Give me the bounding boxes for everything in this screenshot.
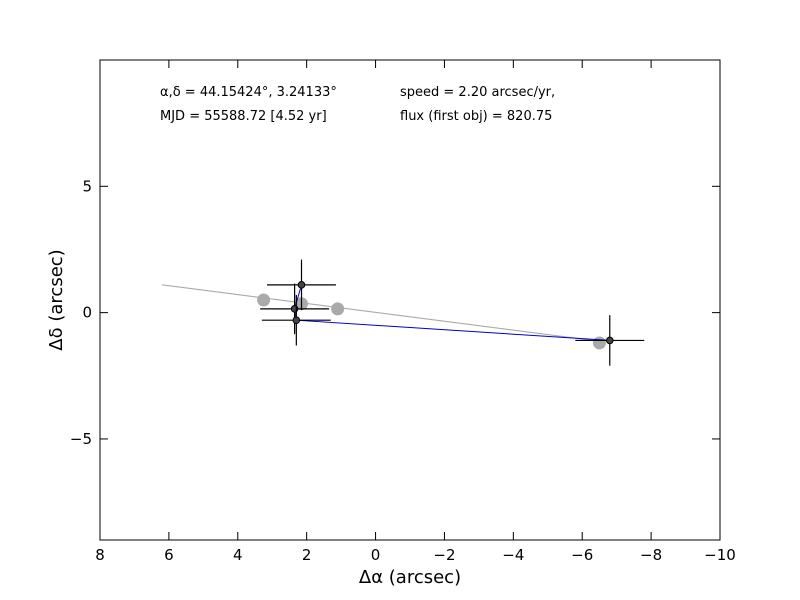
x-axis-label: Δα (arcsec) xyxy=(359,567,461,588)
x-tick-label: 6 xyxy=(164,546,174,564)
x-tick-label: −8 xyxy=(640,546,662,564)
x-tick-label: −10 xyxy=(704,546,736,564)
x-tick-label: 0 xyxy=(371,546,381,564)
fit-line xyxy=(161,284,603,343)
y-tick-label: 5 xyxy=(82,177,92,195)
y-axis-label: Δδ (arcsec) xyxy=(46,249,67,350)
annotation-speed: speed = 2.20 arcsec/yr, xyxy=(400,85,555,100)
plot-frame xyxy=(99,59,721,541)
model-point xyxy=(257,293,271,307)
y-tick-label: −5 xyxy=(70,430,92,448)
annotation-flux: flux (first obj) = 820.75 xyxy=(400,109,552,124)
y-tick-label: 0 xyxy=(82,304,92,322)
measurement-path xyxy=(294,284,610,341)
measurement-point xyxy=(292,316,301,325)
x-tick-label: 8 xyxy=(95,546,105,564)
model-point xyxy=(331,302,345,316)
annotation-coords: α,δ = 44.15424°, 3.24133° xyxy=(160,85,337,100)
measurement-point xyxy=(297,281,306,289)
annotation-mjd: MJD = 55588.72 [4.52 yr] xyxy=(160,109,327,124)
x-tick-label: 2 xyxy=(302,546,312,564)
model-point xyxy=(592,336,606,350)
x-tick-label: 4 xyxy=(233,546,243,564)
x-tick-label: −6 xyxy=(571,546,593,564)
x-tick-label: −4 xyxy=(502,546,524,564)
x-tick-label: −2 xyxy=(433,546,455,564)
measurement-point xyxy=(605,336,614,345)
